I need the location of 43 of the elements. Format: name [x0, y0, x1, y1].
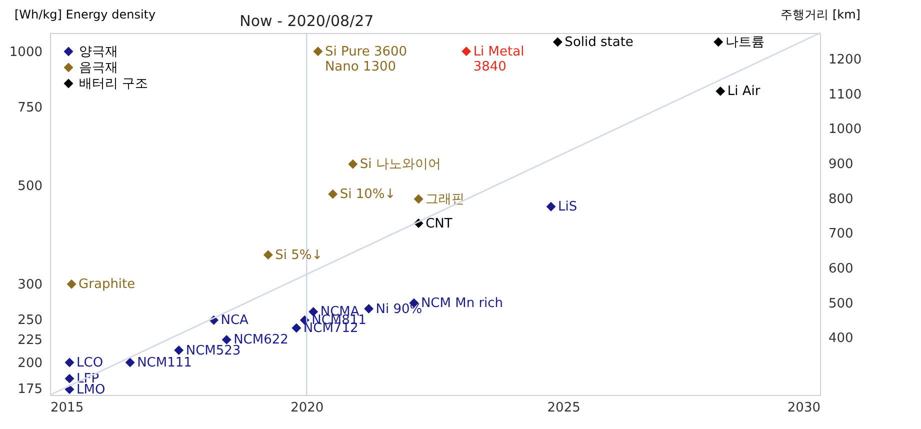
y2-tick-label: 700: [828, 226, 854, 242]
annotation: Li Metal 3840: [473, 44, 524, 74]
y-tick-label: 1000: [9, 44, 42, 60]
y-tick-label: 300: [18, 278, 42, 293]
y-tick-label: 250: [18, 312, 42, 328]
y-tick-label: 200: [18, 356, 42, 371]
y2-tick-label: 1100: [828, 87, 862, 102]
annotation: LiS: [558, 200, 578, 215]
y-axis-title: [Wh/kg] Energy density: [14, 8, 156, 22]
annotation: 그래핀: [426, 192, 465, 207]
y2-tick-label: 1200: [828, 52, 862, 68]
annotation: Si 나노와이어: [360, 157, 441, 172]
legend-label: 음극재: [79, 60, 118, 76]
annotation: Si 10%↓: [340, 187, 396, 202]
annotation: NCM Mn rich: [420, 296, 504, 312]
annotation: NCM111: [137, 355, 192, 370]
annotation: Graphite: [78, 277, 136, 292]
y2-axis-title: 주행거리 [km]: [780, 8, 860, 22]
annotation: Si 5%↓: [275, 248, 323, 263]
y2-tick-label: 500: [828, 296, 854, 312]
y-tick-label: 175: [18, 382, 42, 397]
y2-tick-label: 900: [828, 157, 854, 172]
y-tick-label: 500: [18, 178, 42, 194]
y-tick-label: 750: [18, 100, 42, 116]
y-tick-label: 225: [18, 333, 42, 348]
legend-label: 양극재: [79, 44, 118, 60]
annotation: LCO: [76, 355, 104, 370]
x-tick-label: 2025: [547, 400, 580, 416]
annotation: Li Air: [727, 84, 761, 100]
x-tick-label: 2020: [290, 400, 324, 416]
annotation: Solid state: [564, 34, 634, 50]
y2-tick-label: 800: [828, 192, 854, 207]
legend-label: 배터리 구조: [79, 76, 148, 92]
y2-tick-label: 400: [828, 331, 854, 346]
ref-line-label: Now - 2020/08/27: [240, 12, 374, 30]
annotation: 나트륨: [725, 34, 764, 50]
x-tick-label: 2030: [787, 400, 820, 416]
annotation: CNT: [426, 216, 452, 232]
y2-tick-label: 600: [828, 261, 854, 276]
y2-tick-label: 1000: [828, 122, 862, 138]
annotation: NCA: [220, 313, 249, 328]
x-tick-label: 2015: [50, 400, 84, 416]
annotation: Si Pure 3600 Nano 1300: [324, 44, 408, 74]
